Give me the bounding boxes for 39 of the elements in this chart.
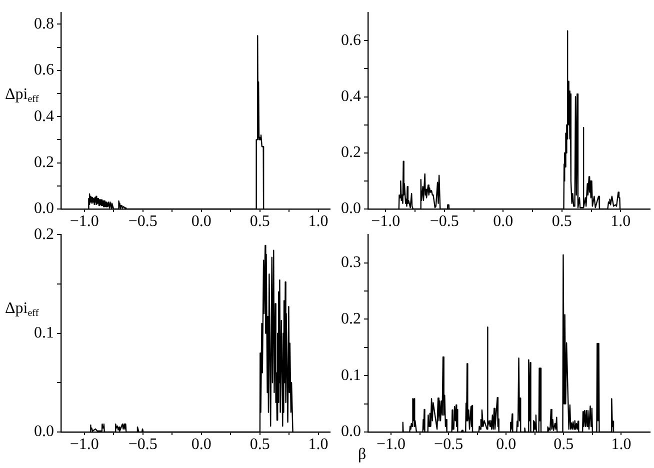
y-tick-label: 0.6 bbox=[34, 62, 54, 79]
y-tick-label: 0.3 bbox=[341, 254, 361, 272]
x-tick-label: −0.5 bbox=[434, 436, 464, 453]
x-tick-label: 0.5 bbox=[250, 436, 270, 453]
x-tick-label: −1.0 bbox=[70, 212, 99, 230]
y-tick-label: 0.2 bbox=[34, 226, 54, 243]
x-tick-label: 0.5 bbox=[250, 212, 270, 230]
y-tick-label: 0.8 bbox=[34, 15, 54, 32]
y-tick-label: 0.0 bbox=[34, 423, 54, 440]
x-tick-label: 0.0 bbox=[493, 212, 514, 230]
y-axis-title: Δpi$_{eff}$ bbox=[5, 300, 39, 319]
x-tick-label: −0.5 bbox=[128, 436, 158, 453]
y-tick-label: 0.4 bbox=[34, 108, 54, 125]
y-tick-label: 0.1 bbox=[341, 366, 361, 384]
y-tick-label: 0.2 bbox=[341, 144, 361, 162]
x-tick-label: −1.0 bbox=[70, 436, 99, 453]
y-tick-label: 0.4 bbox=[341, 88, 361, 105]
x-tick-label: 1.0 bbox=[611, 436, 632, 453]
x-tick-label: 0.5 bbox=[554, 436, 574, 453]
x-tick-label: −1.0 bbox=[376, 436, 406, 453]
y-tick-label: 0.0 bbox=[341, 423, 361, 440]
y-axis-title: Δpi$_{eff}$ bbox=[5, 86, 39, 105]
x-tick-label: −0.5 bbox=[128, 212, 158, 230]
y-tick-label: 0.1 bbox=[34, 324, 54, 342]
x-tick-label: −1.0 bbox=[371, 212, 400, 230]
y-tick-label: 0.2 bbox=[34, 154, 54, 171]
x-tick-label: 0.0 bbox=[191, 212, 212, 230]
x-tick-label: 0.0 bbox=[496, 436, 516, 453]
x-tick-label: 1.0 bbox=[308, 212, 328, 230]
y-tick-label: 0.0 bbox=[34, 200, 54, 218]
y-tick-label: 0.0 bbox=[341, 200, 361, 218]
x-tick-label: 0.5 bbox=[552, 212, 572, 230]
x-tick-label: −0.5 bbox=[430, 212, 459, 230]
y-tick-label: 0.2 bbox=[341, 310, 361, 328]
x-tick-label: 1.0 bbox=[610, 212, 631, 230]
y-tick-label: 0.6 bbox=[341, 32, 361, 49]
x-axis-title: β bbox=[358, 446, 366, 464]
x-tick-label: 1.0 bbox=[308, 436, 328, 453]
x-tick-label: 0.0 bbox=[191, 436, 212, 453]
